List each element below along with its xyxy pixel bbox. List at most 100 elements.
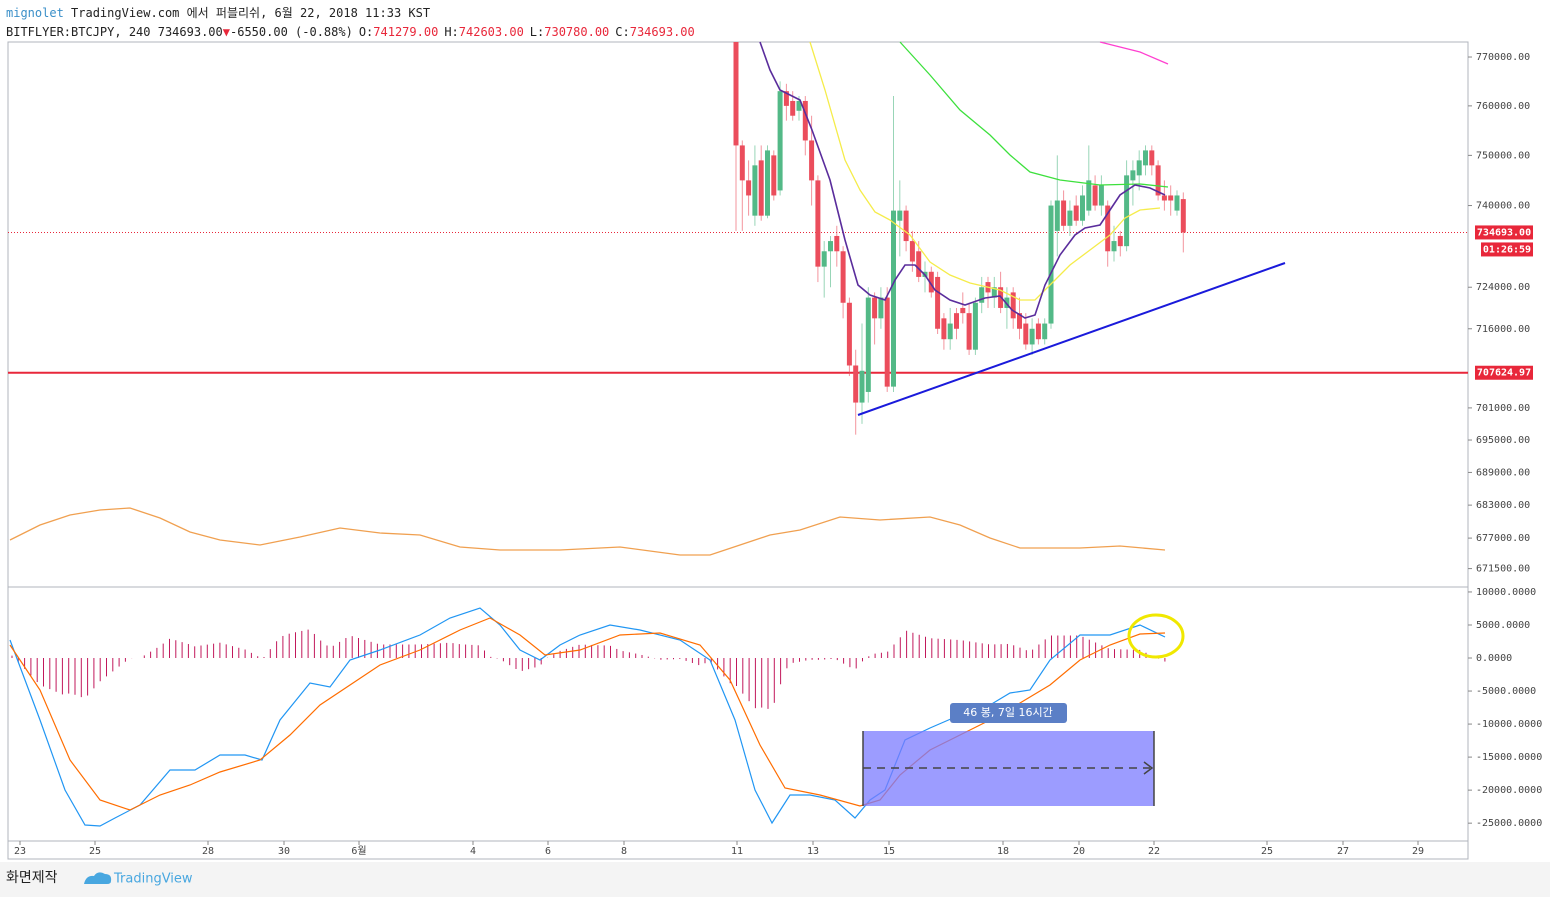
ohlc-value: 734693.00	[630, 25, 695, 39]
price-tag-label: 707624.97	[1477, 368, 1531, 379]
countdown-tag	[1481, 242, 1533, 257]
candle-body	[1117, 235, 1123, 247]
ohlc-label: C:	[615, 25, 629, 39]
candle-body	[834, 235, 840, 252]
x-tick-label: 13	[807, 846, 819, 857]
candle-body	[796, 100, 802, 111]
candle-body	[909, 241, 915, 262]
ma-200	[1099, 41, 1169, 65]
candle-body	[1161, 195, 1167, 201]
y-tick-label: 683000.00	[1476, 500, 1530, 511]
candle-body	[739, 145, 745, 181]
candle-body	[891, 210, 896, 387]
candle-body	[1136, 160, 1142, 176]
candle-body	[821, 251, 827, 267]
candle-body	[972, 302, 978, 350]
candle-body	[1017, 313, 1022, 329]
candle-body	[846, 302, 852, 366]
y-tick-label: 671500.00	[1476, 564, 1530, 575]
candle-body	[878, 297, 884, 319]
x-tick-label: 22	[1148, 846, 1160, 857]
ohlc-value: 741279.00	[373, 25, 438, 39]
y-tick-label: 695000.00	[1476, 435, 1530, 446]
candle-body	[853, 365, 859, 403]
ohlc-value: 730780.00	[544, 25, 609, 39]
candle-body	[815, 180, 821, 267]
published: TradingView.com 에서 퍼블리쉬, 6월 22, 2018 11:…	[71, 6, 430, 20]
candle-body	[1086, 180, 1092, 211]
candle-body	[979, 287, 985, 303]
ohlc-label: L:	[530, 25, 544, 39]
candle-body	[954, 313, 959, 329]
candle-body	[1061, 200, 1067, 226]
y-tick-label: -5000.0000	[1476, 686, 1536, 697]
candle-body	[1105, 205, 1111, 252]
candle-body	[947, 323, 953, 340]
candle-body	[1067, 210, 1073, 226]
candle-body	[897, 210, 903, 221]
candle-body	[1029, 328, 1035, 345]
measure-tool: 46 봉, 7일 16시간	[862, 703, 1155, 806]
x-tick-label: 25	[1261, 846, 1273, 857]
candle-body	[872, 297, 878, 319]
y-tick-label: 716000.00	[1476, 324, 1530, 335]
candle-body	[1130, 170, 1136, 181]
highlight-circle	[1127, 613, 1185, 659]
candle-body	[928, 271, 934, 293]
y-tick-label: 770000.00	[1476, 52, 1530, 63]
x-tick-label: 8	[621, 846, 627, 857]
candle-body	[1023, 323, 1029, 345]
x-tick-label: 6	[545, 846, 551, 857]
x-tick-label: 20	[1073, 846, 1085, 857]
candle-body	[1048, 205, 1054, 324]
candle-body	[1143, 150, 1148, 166]
y-tick-label: 750000.00	[1476, 150, 1530, 161]
measure-label: 46 봉, 7일 16시간	[963, 705, 1052, 719]
header-line2: BITFLYER:BTCJPY, 240 734693.00 ▼-6550.00 …	[6, 25, 695, 39]
candle-body	[991, 287, 997, 298]
candle-body	[1092, 185, 1098, 206]
y-tick-label: 689000.00	[1476, 467, 1530, 478]
candle-body	[1168, 195, 1174, 201]
price-tag	[1475, 365, 1533, 380]
y-tick-label: 0.0000	[1476, 653, 1512, 664]
candle-body	[1155, 165, 1161, 196]
y-tick-label: 740000.00	[1476, 201, 1530, 212]
candle-body	[966, 313, 972, 350]
candle-body	[1080, 195, 1085, 221]
countdown-label: 01:26:59	[1483, 244, 1531, 255]
candle-body	[1149, 150, 1155, 166]
candle-body	[1010, 292, 1016, 319]
candle-body	[903, 210, 909, 242]
y-tick-label: 677000.00	[1476, 533, 1530, 544]
candle-body	[790, 100, 796, 116]
measure-arrowhead	[1143, 761, 1154, 775]
candle-body	[758, 160, 764, 216]
change: -6550.00 (-0.88%)	[230, 25, 353, 39]
y-tick-label: 5000.0000	[1476, 620, 1530, 631]
candle-body	[733, 42, 739, 146]
x-tick-label: 15	[883, 846, 895, 857]
y-tick-label: 760000.00	[1476, 101, 1530, 112]
candle-body	[765, 150, 770, 216]
measure-label-box	[950, 703, 1067, 723]
candle-body	[1042, 323, 1048, 340]
symbol: BITFLYER:BTCJPY, 240	[6, 25, 151, 39]
trend-line	[857, 262, 1286, 416]
candle-body	[1098, 185, 1104, 206]
candle-body	[783, 91, 789, 106]
price-tag-label: 734693.00	[1477, 227, 1531, 238]
candle-body	[884, 297, 890, 387]
candle-body	[1111, 241, 1117, 252]
candle-body	[865, 297, 871, 392]
candle-body	[746, 180, 752, 196]
author: mignolet	[6, 6, 64, 20]
arrow: ▼	[223, 25, 231, 39]
moving-averages	[9, 41, 1169, 556]
candle-body	[752, 165, 758, 216]
x-tick-label: 25	[89, 846, 101, 857]
footer-made: 화면제작	[6, 870, 58, 886]
candle-body	[1073, 205, 1079, 221]
